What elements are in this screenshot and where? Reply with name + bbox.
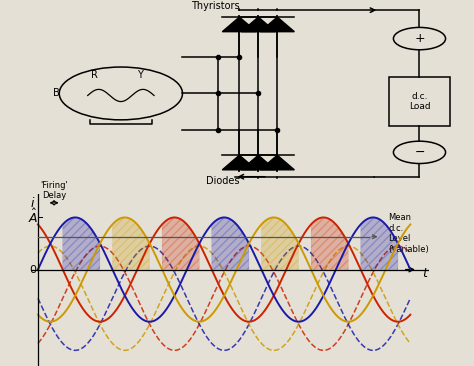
Text: $\hat{A}$: $\hat{A}$ bbox=[27, 208, 38, 227]
Text: Diodes: Diodes bbox=[206, 176, 239, 186]
Text: $t$: $t$ bbox=[421, 267, 429, 280]
Polygon shape bbox=[241, 155, 275, 170]
Text: −: − bbox=[414, 146, 425, 159]
Text: 'Firing'
Delay: 'Firing' Delay bbox=[40, 181, 68, 200]
Polygon shape bbox=[241, 17, 275, 32]
Text: $i$: $i$ bbox=[30, 196, 36, 210]
Text: R: R bbox=[91, 70, 98, 80]
Text: B: B bbox=[53, 89, 60, 98]
Text: Thyristors: Thyristors bbox=[191, 1, 239, 11]
Text: Mean
d.c.
Level
(Variable): Mean d.c. Level (Variable) bbox=[388, 213, 429, 254]
Text: Y: Y bbox=[137, 70, 143, 80]
Polygon shape bbox=[222, 155, 256, 170]
Polygon shape bbox=[260, 155, 294, 170]
Polygon shape bbox=[222, 17, 256, 32]
Text: 0: 0 bbox=[29, 265, 36, 274]
FancyBboxPatch shape bbox=[389, 77, 450, 126]
Text: +: + bbox=[414, 32, 425, 45]
Text: d.c.
Load: d.c. Load bbox=[409, 92, 430, 111]
Polygon shape bbox=[260, 17, 294, 32]
